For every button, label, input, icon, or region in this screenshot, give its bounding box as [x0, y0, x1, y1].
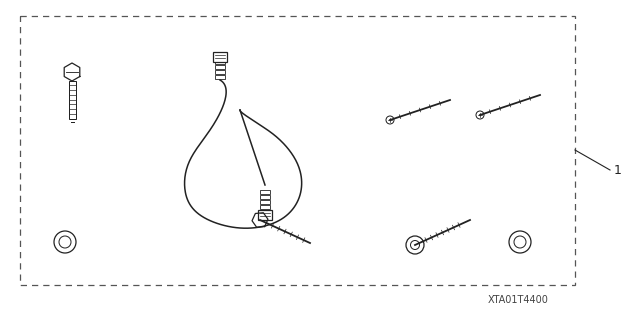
Bar — [215, 60, 225, 64]
Text: XTA01T4400: XTA01T4400 — [488, 295, 549, 305]
Bar — [260, 195, 270, 199]
Bar — [68, 81, 76, 119]
Bar — [213, 52, 227, 62]
Bar — [20, 16, 575, 285]
Bar — [258, 210, 272, 220]
Text: 1: 1 — [614, 164, 622, 176]
Bar — [260, 190, 270, 194]
Bar — [260, 200, 270, 204]
Bar — [215, 65, 225, 69]
Bar — [260, 205, 270, 209]
Bar — [215, 70, 225, 74]
Bar — [215, 75, 225, 79]
